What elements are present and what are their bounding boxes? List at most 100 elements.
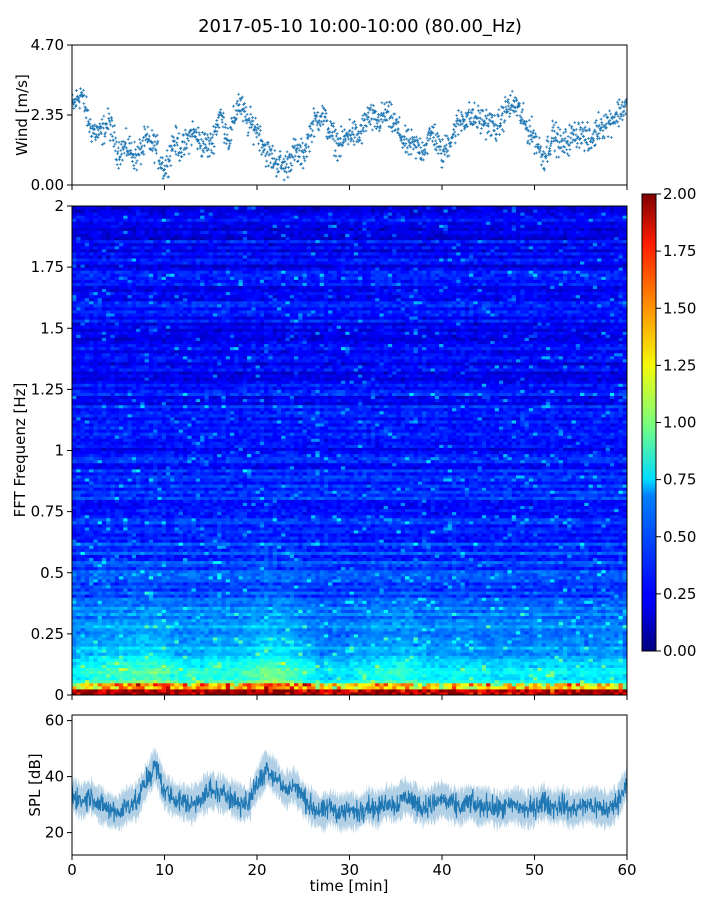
spectrogram-cell [123, 643, 129, 647]
spectrogram-cell [601, 673, 607, 678]
spectrogram-cell [255, 618, 261, 623]
spectrogram-cell [362, 676, 368, 681]
wind-point [175, 141, 179, 145]
spectrogram-cell [229, 652, 235, 656]
spectrogram-cell [272, 624, 278, 629]
wind-point [259, 138, 263, 142]
wind-point [285, 162, 289, 166]
spectrogram-cell [294, 624, 299, 629]
spectrogram-cell [366, 618, 372, 623]
spectrogram-cell [503, 691, 509, 695]
spectrogram-cell [268, 685, 274, 690]
wind-point [409, 152, 413, 156]
spectrogram-cell [89, 679, 94, 684]
spectrogram-cell [84, 615, 90, 620]
wind-point [452, 128, 456, 131]
wind-point [293, 158, 296, 162]
spectrogram-cell [469, 688, 474, 693]
wind-point [581, 129, 585, 133]
spectrogram-cell [379, 652, 385, 656]
spectrogram-cell [80, 670, 86, 675]
spectrogram-cell [140, 649, 146, 653]
spectrogram-cell [592, 685, 598, 690]
wind-point [478, 111, 482, 115]
spectrogram-cell [345, 682, 351, 687]
spectrogram-cell [251, 633, 257, 638]
spectrogram-cell [366, 627, 372, 632]
spectrogram-cell [178, 676, 184, 681]
spectrogram-cell [238, 655, 244, 659]
spectrogram-cell [567, 615, 573, 620]
spectrogram-cell [174, 643, 180, 647]
wind-point [486, 113, 490, 117]
spectrogram-cell [379, 673, 385, 678]
wind-point [565, 152, 569, 156]
spectrogram-cell [259, 673, 265, 678]
spectrogram-cell [562, 624, 568, 629]
spectrogram-cell [195, 630, 201, 635]
spectrogram-cell [127, 670, 133, 675]
spectrogram-cell [191, 676, 197, 681]
spectrogram-cell [622, 649, 627, 653]
wind-point [168, 158, 172, 162]
wind-point [344, 137, 348, 141]
spectrogram-cell [268, 639, 274, 644]
wind-point [113, 124, 116, 128]
wind-point [534, 132, 537, 136]
spectrogram-cell [379, 636, 385, 641]
spectrogram-cell [72, 639, 77, 644]
spectrogram-cell [358, 636, 363, 641]
spectrogram-cell [447, 655, 453, 659]
spectrogram-cell [486, 630, 491, 635]
spectrogram-cell [72, 612, 77, 617]
spectrogram-cell [136, 636, 141, 641]
spectrogram-cell [498, 658, 504, 662]
spectrogram-cell [618, 688, 624, 693]
spectrogram-cell [464, 676, 470, 681]
wind-point [578, 137, 582, 140]
spectrogram-cell [118, 633, 124, 638]
wind-point [150, 149, 154, 153]
spectrogram-cell [89, 682, 94, 687]
spectrogram-cell [294, 670, 299, 675]
spectrogram-cell [191, 685, 197, 690]
spectrogram-cell [123, 676, 129, 681]
spectrogram-cell [229, 688, 235, 693]
spectrogram-cell [562, 688, 568, 693]
wind-point [122, 147, 125, 151]
spectrogram-cell [567, 676, 573, 681]
wind-point [358, 138, 362, 142]
spectrogram-cell [447, 627, 453, 632]
spectrogram-cell [366, 636, 372, 641]
spectrogram-cell [550, 639, 556, 644]
wind-point [585, 120, 589, 124]
spectrogram-cell [558, 652, 564, 656]
wind-point [109, 132, 113, 136]
wind-point [247, 117, 251, 121]
spectrogram-cell [298, 667, 304, 672]
wind-point [537, 142, 540, 146]
spectrogram-cell [558, 646, 564, 650]
spectrogram-cell [268, 618, 274, 623]
wind-point [574, 133, 578, 137]
spectrogram-cell [97, 630, 103, 635]
spectrogram-cell [200, 646, 205, 650]
wind-point [137, 153, 141, 157]
spectrogram-cell [285, 646, 291, 650]
wind-point [254, 128, 258, 132]
spectrogram-cell [251, 649, 257, 653]
spectrogram-cell [584, 682, 590, 687]
spectrogram-cell [614, 639, 620, 644]
spectrogram-cell [524, 636, 530, 641]
spectrogram-cell [537, 627, 543, 632]
spectrogram-cell [294, 630, 299, 635]
wind-point [138, 137, 142, 141]
wind-point [600, 126, 603, 129]
spectrogram-cell [148, 646, 154, 650]
spectrogram-cell [400, 655, 406, 659]
spectrogram-cell [451, 652, 457, 656]
spectrogram-cell [588, 618, 594, 623]
spectrogram-cell [464, 658, 470, 662]
spectrogram-cell [315, 676, 321, 681]
spectrogram-cell [229, 667, 235, 672]
